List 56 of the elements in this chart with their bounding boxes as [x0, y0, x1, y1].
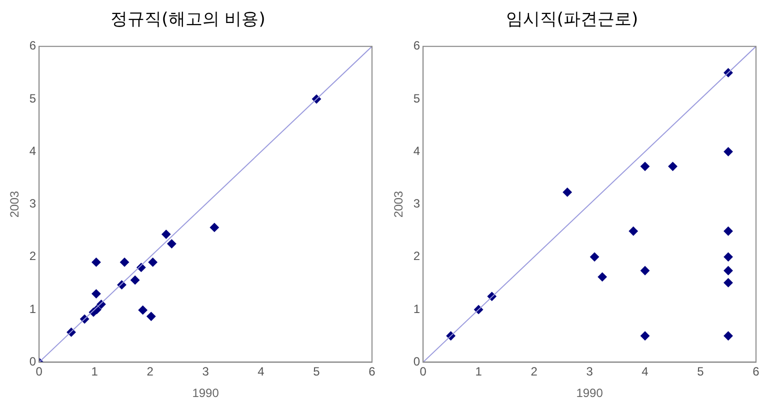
point	[724, 266, 733, 276]
x-tick-label: 2	[530, 364, 538, 379]
y-tick-label: 2	[413, 249, 420, 264]
point	[724, 278, 733, 288]
x-axis-title: 1990	[192, 386, 220, 400]
point	[162, 230, 171, 239]
point	[562, 188, 572, 197]
y-tick-label: 5	[29, 91, 36, 106]
point	[210, 222, 219, 232]
x-tick-label: 2	[146, 364, 154, 379]
x-tick-label: 1	[91, 364, 98, 379]
point	[640, 162, 650, 171]
point	[724, 147, 733, 156]
chart-title: 정규직(해고의 비용)	[110, 10, 266, 30]
chart-title: 임시직(파견근로)	[506, 10, 638, 30]
point	[130, 276, 140, 285]
point	[724, 331, 733, 340]
y-axis-title: 2003	[8, 190, 22, 218]
y-tick-label: 0	[29, 354, 36, 369]
point	[92, 258, 101, 267]
y-tick-label: 3	[413, 196, 420, 211]
y-tick-label: 4	[413, 144, 420, 158]
x-tick-label: 1	[475, 364, 482, 379]
x-axis-title: 1990	[576, 386, 604, 400]
x-tick-label: 3	[202, 364, 210, 379]
point	[640, 266, 650, 276]
y-tick-label: 5	[413, 91, 420, 106]
point	[724, 226, 733, 236]
y-tick-label: 3	[29, 196, 36, 211]
y-tick-label: 6	[29, 38, 36, 53]
x-tick-label: 5	[313, 364, 320, 379]
x-tick-label: 5	[697, 364, 704, 379]
x-tick-label: 3	[586, 364, 594, 379]
y-tick-label: 4	[29, 144, 36, 158]
point	[668, 162, 678, 171]
point	[146, 312, 156, 321]
x-tick-label: 6	[752, 364, 760, 379]
y-tick-label: 0	[413, 354, 420, 369]
y-axis-title: 2003	[392, 190, 406, 218]
point	[120, 258, 130, 267]
x-tick-label: 4	[642, 364, 649, 379]
x-tick-label: 6	[368, 364, 376, 379]
point	[628, 226, 638, 236]
point	[724, 252, 733, 262]
point	[138, 306, 148, 315]
y-tick-label: 6	[413, 38, 420, 53]
point	[590, 252, 600, 262]
point	[148, 258, 158, 267]
point	[640, 331, 650, 340]
point	[92, 289, 101, 298]
y-tick-label: 2	[29, 249, 36, 264]
point	[167, 239, 176, 248]
point	[598, 272, 607, 282]
y-tick-label: 1	[413, 302, 420, 316]
y-tick-label: 1	[29, 302, 36, 316]
x-tick-label: 4	[258, 364, 265, 379]
